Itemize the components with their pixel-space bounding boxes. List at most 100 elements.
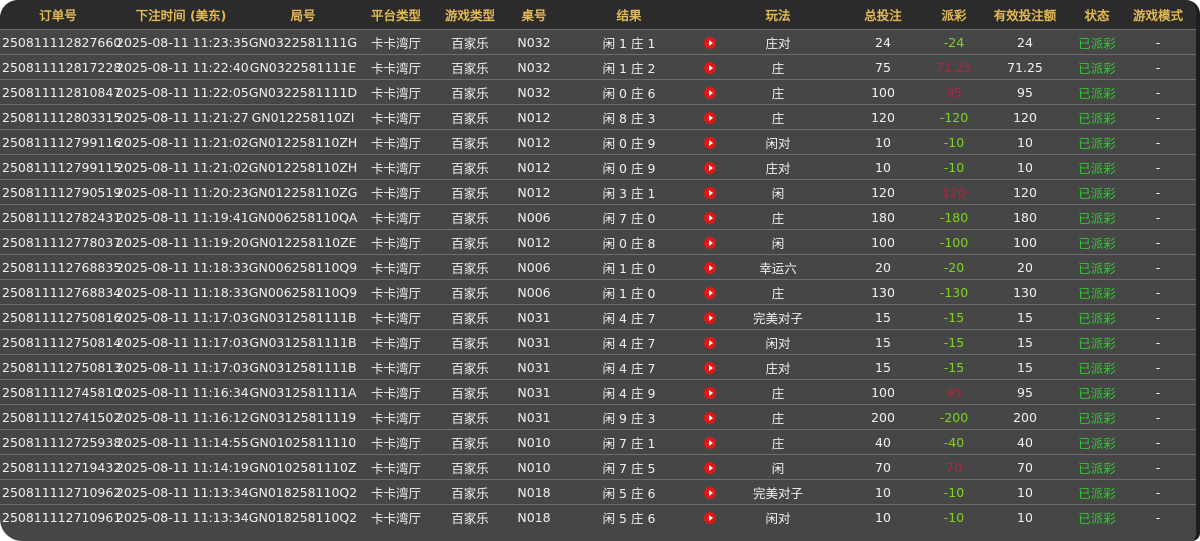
play-video-icon[interactable] — [704, 212, 716, 224]
cell-round-id: GN0312581111B — [246, 354, 360, 380]
play-video-icon[interactable] — [704, 87, 716, 99]
play-video-icon[interactable] — [704, 362, 716, 374]
cell-payout: 95 — [932, 79, 976, 105]
cell-order-id: 250811112719432 — [0, 454, 121, 480]
cell-bet-type: 庄对 — [722, 29, 834, 55]
play-video-icon[interactable] — [704, 387, 716, 399]
table-row[interactable]: 250811112768835 2025-08-11 11:18:33 GN0062… — [0, 254, 1196, 280]
cell-payout: -15 — [932, 329, 976, 355]
play-video-icon[interactable] — [704, 487, 716, 499]
play-video-icon[interactable] — [704, 37, 716, 49]
table-row[interactable]: 250811112782431 2025-08-11 11:19:41 GN0062… — [0, 204, 1196, 230]
cell-status: 已派彩 — [1074, 429, 1120, 455]
cell-total-bet: 180 — [834, 204, 932, 230]
cell-order-id: 250811112750813 — [0, 354, 121, 380]
play-video-icon[interactable] — [704, 312, 716, 324]
cell-result: 闲 9 庄 3 — [560, 404, 698, 430]
cell-total-bet: 100 — [834, 79, 932, 105]
table-row[interactable]: 250811112750813 2025-08-11 11:17:03 GN0312… — [0, 354, 1196, 380]
header-game-mode: 游戏模式 — [1120, 0, 1196, 30]
table-row[interactable]: 250811112799115 2025-08-11 11:21:02 GN0122… — [0, 154, 1196, 180]
play-video-icon[interactable] — [704, 112, 716, 124]
header-payout: 派彩 — [932, 0, 976, 30]
cell-platform: 卡卡湾厅 — [360, 379, 432, 405]
cell-total-bet: 15 — [834, 304, 932, 330]
play-video-icon[interactable] — [704, 137, 716, 149]
cell-round-id: GN03125811119 — [246, 404, 360, 430]
cell-game-type: 百家乐 — [432, 229, 508, 255]
header-game-type: 游戏类型 — [432, 0, 508, 30]
cell-payout: -20 — [932, 254, 976, 280]
cell-bet-type: 庄 — [722, 54, 834, 80]
cell-valid-bet: 10 — [976, 479, 1074, 505]
cell-payout: -100 — [932, 229, 976, 255]
cell-platform: 卡卡湾厅 — [360, 504, 432, 529]
replay-cell — [698, 254, 722, 280]
table-row[interactable]: 250811112799116 2025-08-11 11:21:02 GN0122… — [0, 129, 1196, 155]
table-row[interactable]: 250811112710961 2025-08-11 11:13:34 GN0182… — [0, 504, 1196, 529]
table-row[interactable]: 250811112719432 2025-08-11 11:14:19 GN0102… — [0, 454, 1196, 480]
cell-status: 已派彩 — [1074, 204, 1120, 230]
cell-table-no: N012 — [508, 229, 560, 255]
table-row[interactable]: 250811112790519 2025-08-11 11:20:23 GN0122… — [0, 179, 1196, 205]
table-row[interactable]: 250811112710962 2025-08-11 11:13:34 GN0182… — [0, 479, 1196, 505]
cell-bet-type: 闲 — [722, 454, 834, 480]
cell-result: 闲 7 庄 5 — [560, 454, 698, 480]
cell-bet-type: 闲对 — [722, 504, 834, 529]
cell-bet-time: 2025-08-11 11:23:35 — [116, 29, 249, 55]
cell-round-id: GN0312581111B — [246, 329, 360, 355]
table-row[interactable]: 250811112817228 2025-08-11 11:22:40 GN0322… — [0, 54, 1196, 80]
header-replay — [698, 0, 722, 30]
play-video-icon[interactable] — [704, 462, 716, 474]
cell-status: 已派彩 — [1074, 104, 1120, 130]
play-video-icon[interactable] — [704, 337, 716, 349]
cell-bet-time: 2025-08-11 11:14:19 — [116, 454, 249, 480]
cell-payout: -15 — [932, 354, 976, 380]
cell-status: 已派彩 — [1074, 54, 1120, 80]
play-video-icon[interactable] — [704, 412, 716, 424]
table-row[interactable]: 250811112810847 2025-08-11 11:22:05 GN0322… — [0, 79, 1196, 105]
table-row[interactable]: 250811112750814 2025-08-11 11:17:03 GN0312… — [0, 329, 1196, 355]
cell-status: 已派彩 — [1074, 454, 1120, 480]
cell-bet-type: 庄 — [722, 204, 834, 230]
cell-game-mode: - — [1120, 79, 1196, 105]
cell-platform: 卡卡湾厅 — [360, 104, 432, 130]
cell-round-id: GN018258110Q2 — [246, 504, 360, 529]
cell-game-type: 百家乐 — [432, 404, 508, 430]
cell-order-id: 250811112782431 — [0, 204, 121, 230]
cell-table-no: N012 — [508, 154, 560, 180]
table-row[interactable]: 250811112803315 2025-08-11 11:21:27 GN0122… — [0, 104, 1196, 130]
cell-status: 已派彩 — [1074, 304, 1120, 330]
header-bet-time: 下注时间 (美东) — [116, 0, 246, 30]
play-video-icon[interactable] — [704, 512, 716, 524]
cell-bet-time: 2025-08-11 11:21:02 — [116, 129, 249, 155]
cell-game-type: 百家乐 — [432, 79, 508, 105]
play-video-icon[interactable] — [704, 162, 716, 174]
replay-cell — [698, 304, 722, 330]
table-row[interactable]: 250811112745810 2025-08-11 11:16:34 GN0312… — [0, 379, 1196, 405]
cell-bet-type: 庄 — [722, 279, 834, 305]
cell-status: 已派彩 — [1074, 179, 1120, 205]
cell-payout: -200 — [932, 404, 976, 430]
table-row[interactable]: 250811112778037 2025-08-11 11:19:20 GN0122… — [0, 229, 1196, 255]
table-row[interactable]: 250811112827660 2025-08-11 11:23:35 GN0322… — [0, 29, 1196, 55]
play-video-icon[interactable] — [704, 287, 716, 299]
table-row[interactable]: 250811112741502 2025-08-11 11:16:12 GN0312… — [0, 404, 1196, 430]
table-row[interactable]: 250811112725938 2025-08-11 11:14:55 GN0102… — [0, 429, 1196, 455]
header-table-no: 桌号 — [508, 0, 560, 30]
cell-total-bet: 120 — [834, 179, 932, 205]
table-row[interactable]: 250811112768834 2025-08-11 11:18:33 GN0062… — [0, 279, 1196, 305]
cell-table-no: N032 — [508, 54, 560, 80]
play-video-icon[interactable] — [704, 62, 716, 74]
play-video-icon[interactable] — [704, 237, 716, 249]
cell-bet-type: 庄对 — [722, 154, 834, 180]
cell-total-bet: 15 — [834, 329, 932, 355]
cell-table-no: N012 — [508, 104, 560, 130]
cell-valid-bet: 10 — [976, 154, 1074, 180]
play-video-icon[interactable] — [704, 437, 716, 449]
cell-game-mode: - — [1120, 379, 1196, 405]
play-video-icon[interactable] — [704, 187, 716, 199]
table-row[interactable]: 250811112750816 2025-08-11 11:17:03 GN0312… — [0, 304, 1196, 330]
play-video-icon[interactable] — [704, 262, 716, 274]
cell-total-bet: 24 — [834, 29, 932, 55]
